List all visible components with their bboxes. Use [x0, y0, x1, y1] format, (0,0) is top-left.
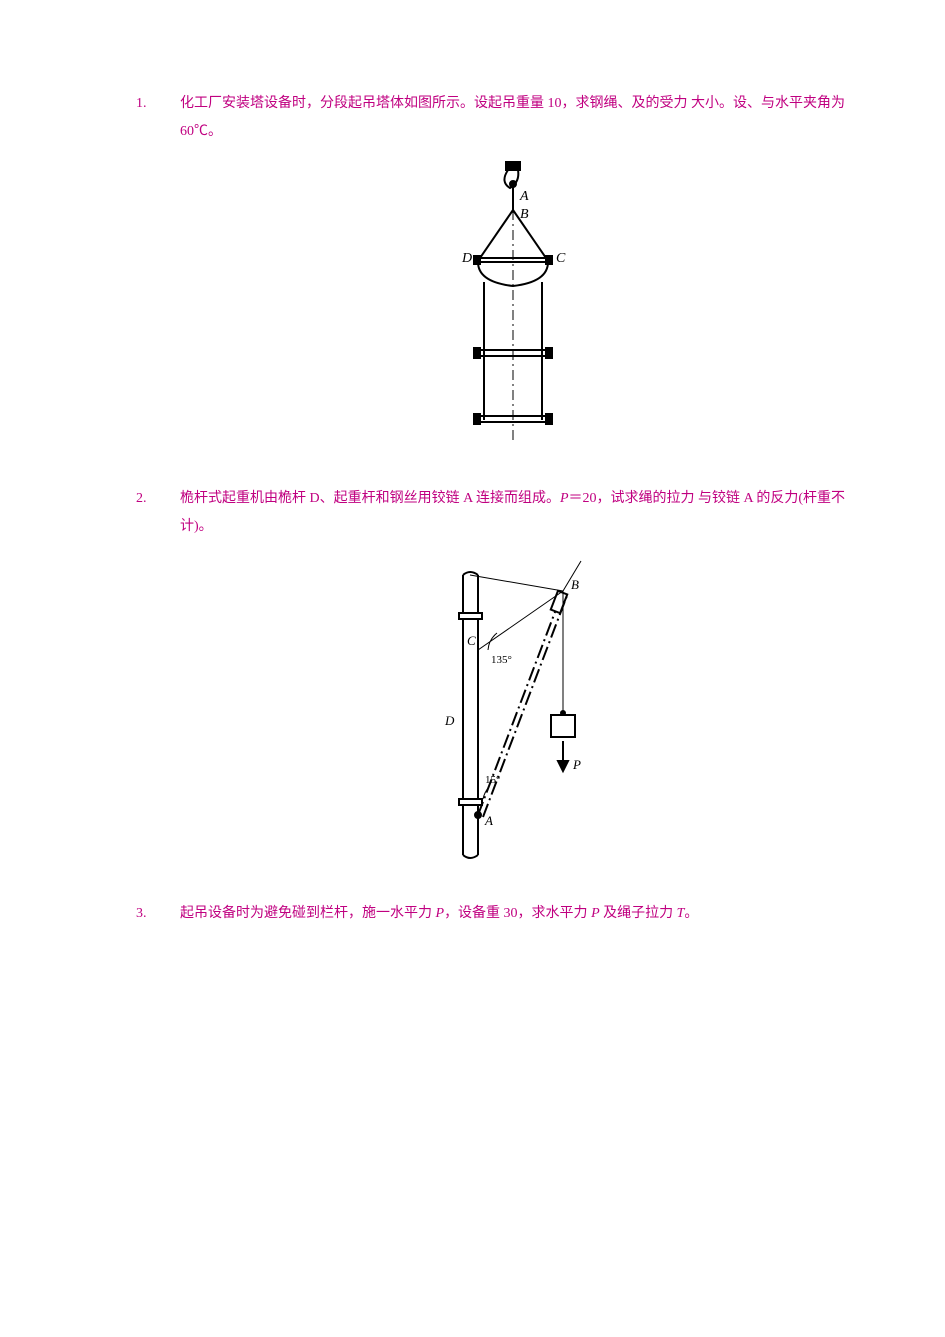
fig1-label-A: A [519, 189, 529, 204]
fig2-label-C: C [467, 633, 476, 648]
fig2-svg: B C D A P 135° 15° [413, 555, 613, 865]
fig2-label-P: P [572, 757, 581, 772]
p1-line1: 化工厂安装塔设备时，分段起吊塔体如图所示。设起吊重量 10，求钢绳、及的受力 [180, 96, 688, 111]
p3-i2: P [591, 906, 600, 921]
fig1-label-B: B [520, 207, 529, 222]
problem-1: 化工厂安装塔设备时，分段起吊塔体如图所示。设起吊重量 10，求钢绳、及的受力 大… [100, 90, 845, 461]
fig1-svg: A B C D [428, 160, 598, 450]
problem-2-text: 桅杆式起重机由桅杆 D、起重杆和钢丝用铰链 A 连接而组成。P＝20，试求绳的拉… [180, 485, 845, 541]
fig2-angle-135: 135° [491, 654, 512, 666]
problem-1-text: 化工厂安装塔设备时，分段起吊塔体如图所示。设起吊重量 10，求钢绳、及的受力 大… [180, 90, 845, 146]
problem-3: 起吊设备时为避免碰到栏杆，施一水平力 P，设备重 30，求水平力 P 及绳子拉力… [100, 900, 845, 928]
problem-3-text: 起吊设备时为避免碰到栏杆，施一水平力 P，设备重 30，求水平力 P 及绳子拉力… [180, 900, 845, 928]
fig2-label-D: D [444, 713, 455, 728]
problem-2-figure: B C D A P 135° 15° [180, 555, 845, 876]
problem-1-figure: A B C D [180, 160, 845, 461]
problem-2: 桅杆式起重机由桅杆 D、起重杆和钢丝用铰链 A 连接而组成。P＝20，试求绳的拉… [100, 485, 845, 876]
p3-b: ，设备重 30，求水平力 [444, 906, 591, 921]
p2-P: P [560, 491, 569, 506]
p2-seg-a: 桅杆式起重机由桅杆 D、起重杆和钢丝用铰链 A 连接而组成。 [180, 491, 560, 506]
problem-list: 化工厂安装塔设备时，分段起吊塔体如图所示。设起吊重量 10，求钢绳、及的受力 大… [100, 90, 845, 928]
p3-c: 及绳子拉力 [600, 906, 677, 921]
p3-d: 。 [684, 906, 698, 921]
p3-i1: P [436, 906, 445, 921]
fig1-label-D: D [461, 251, 472, 266]
p3-a: 起吊设备时为避免碰到栏杆，施一水平力 [180, 906, 436, 921]
fig1-label-C: C [556, 251, 566, 266]
fig2-label-A: A [484, 813, 493, 828]
fig2-angle-15: 15° [485, 774, 500, 786]
p2-seg-b: ＝20，试求绳的拉力 [569, 491, 695, 506]
fig2-label-B: B [571, 577, 579, 592]
